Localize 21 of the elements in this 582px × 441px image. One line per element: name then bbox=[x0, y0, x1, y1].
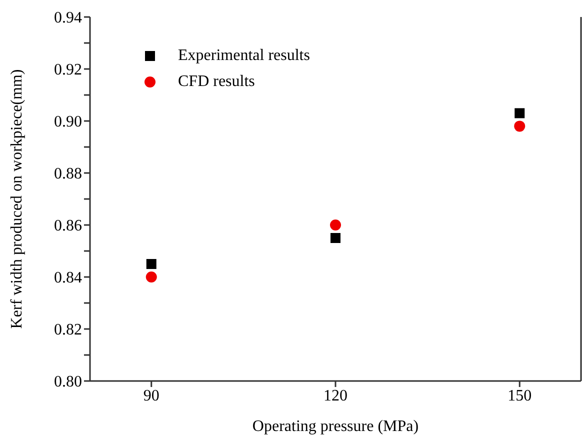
y-tick-label: 0.88 bbox=[54, 166, 82, 183]
point bbox=[146, 272, 157, 282]
y-axis-title: Kerf width produced on workpiece(mm) bbox=[8, 69, 26, 329]
x-tick-label: 90 bbox=[143, 387, 160, 404]
x-tick-label: 120 bbox=[324, 387, 348, 404]
y-tick-label: 0.86 bbox=[54, 218, 82, 235]
y-tick-label: 0.82 bbox=[54, 322, 82, 339]
y-tick-label: 0.94 bbox=[54, 10, 82, 27]
point bbox=[330, 233, 340, 243]
y-tick-label: 0.84 bbox=[54, 270, 82, 287]
point bbox=[330, 220, 341, 230]
x-tick-label: 150 bbox=[508, 387, 532, 404]
point bbox=[514, 108, 525, 118]
legend-label: Experimental results bbox=[178, 46, 310, 66]
legend-label: CFD results bbox=[178, 72, 255, 92]
y-tick-label: 0.92 bbox=[54, 62, 82, 79]
point bbox=[514, 120, 526, 132]
y-tick-label: 0.80 bbox=[54, 374, 82, 391]
point bbox=[146, 259, 156, 269]
y-tick-label: 0.90 bbox=[54, 114, 82, 131]
x-axis-title: Operating pressure (MPa) bbox=[252, 418, 419, 435]
